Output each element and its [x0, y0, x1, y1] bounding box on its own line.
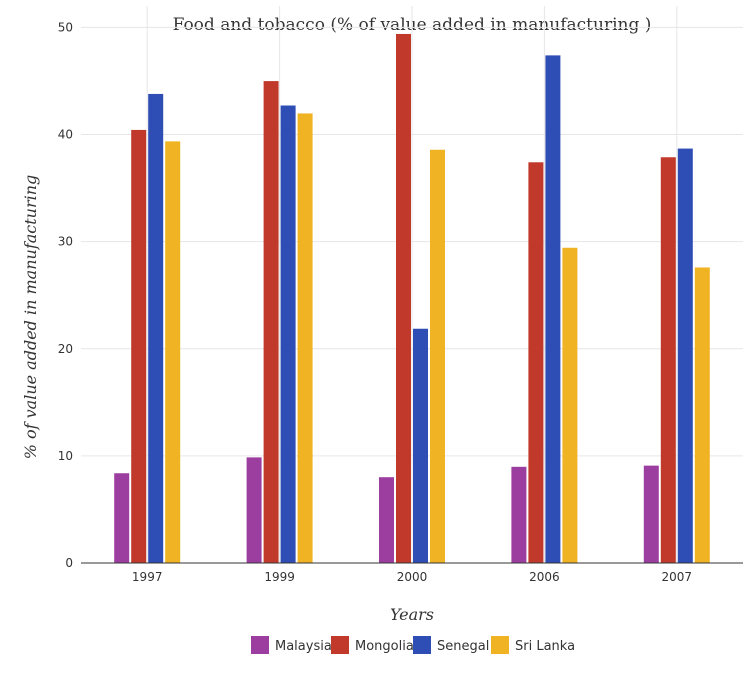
- bar-malaysia-2000: [379, 477, 394, 563]
- y-axis-label: % of value added in manufacturing: [21, 175, 40, 460]
- legend-label: Malaysia: [275, 639, 332, 654]
- bar-senegal-2006: [545, 55, 561, 564]
- y-tick-label: 50: [58, 20, 73, 34]
- bar-mongolia-1997: [131, 129, 147, 563]
- bar-malaysia-1997: [114, 473, 130, 563]
- y-tick-label: 40: [58, 128, 73, 142]
- bar-sri-lanka-1997: [165, 141, 181, 563]
- bar-mongolia-2006: [528, 162, 544, 563]
- legend-label: Sri Lanka: [515, 639, 575, 654]
- bar-mongolia-1999: [263, 81, 279, 563]
- bar-senegal-2000: [413, 328, 428, 563]
- x-tick-label: 1999: [264, 570, 295, 584]
- bar-malaysia-2006: [511, 466, 527, 563]
- x-tick-label: 2006: [529, 570, 560, 584]
- legend-label: Senegal: [437, 639, 489, 654]
- bar-mongolia-2007: [660, 157, 676, 563]
- bar-sri-lanka-2007: [694, 267, 710, 563]
- legend-swatch-malaysia: [251, 636, 269, 654]
- x-tick-label: 2000: [397, 570, 428, 584]
- plot-area: 0 10 20 30 40 50 1997 1999 2000 2006 2007: [58, 6, 743, 584]
- x-tick-label: 1997: [132, 570, 163, 584]
- y-tick-label: 0: [65, 556, 73, 570]
- legend: Malaysia Mongolia Senegal Sri Lanka: [251, 636, 575, 654]
- legend-swatch-senegal: [413, 636, 431, 654]
- legend-swatch-mongolia: [331, 636, 349, 654]
- y-tick-label: 30: [58, 235, 73, 249]
- legend-swatch-sri-lanka: [491, 636, 509, 654]
- bar-mongolia-2000: [396, 33, 411, 564]
- bar-senegal-1997: [148, 93, 164, 563]
- bar-sri-lanka-2006: [562, 247, 578, 563]
- x-tick-label: 2007: [662, 570, 693, 584]
- bar-malaysia-2007: [643, 465, 659, 563]
- legend-label: Mongolia: [355, 639, 414, 654]
- y-tick-label: 10: [58, 449, 73, 463]
- bar-senegal-1999: [280, 105, 296, 563]
- y-tick-label: 20: [58, 342, 73, 356]
- bar-senegal-2007: [677, 148, 693, 564]
- x-axis-label: Years: [390, 605, 434, 624]
- bar-sri-lanka-1999: [297, 113, 313, 563]
- bar-malaysia-1999: [246, 457, 262, 563]
- bar-sri-lanka-2000: [430, 149, 445, 563]
